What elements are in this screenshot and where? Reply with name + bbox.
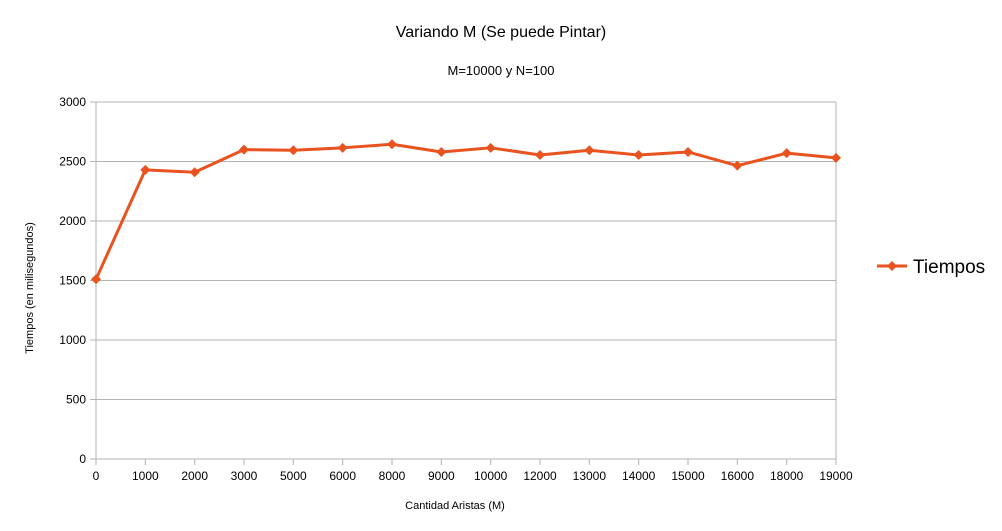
x-tick-label: 0	[93, 469, 100, 483]
data-point	[584, 145, 595, 156]
x-tick-label: 1000	[132, 469, 159, 483]
data-point	[91, 274, 101, 285]
y-tick-label: 3000	[59, 95, 86, 109]
legend-label: Tiempos	[913, 257, 985, 278]
x-tick-label: 8000	[379, 469, 406, 483]
data-point	[288, 145, 299, 156]
x-tick-label: 3000	[231, 469, 258, 483]
x-tick-label: 16000	[721, 469, 755, 483]
data-point	[831, 152, 841, 163]
chart-subtitle: M=10000 y N=100	[448, 63, 555, 78]
data-point	[337, 142, 348, 153]
x-tick-label: 14000	[622, 469, 656, 483]
x-tick-label: 13000	[573, 469, 607, 483]
x-tick-label: 9000	[428, 469, 455, 483]
series-line	[94, 142, 837, 280]
y-tick-label: 1500	[59, 274, 86, 288]
x-tick-label: 12000	[523, 469, 557, 483]
data-point	[633, 149, 644, 160]
x-tick-label: 6000	[329, 469, 356, 483]
axis-layer: 0 500 1000 1500 2000 2500 3000 0 1000 2000 3000 500…	[59, 95, 853, 483]
legend-marker	[887, 261, 897, 271]
data-point	[732, 160, 743, 171]
data-point	[189, 167, 200, 178]
grid-layer	[96, 101, 836, 460]
y-axis-label: Tiempos (en milisegundos)	[24, 222, 36, 354]
data-point	[485, 142, 496, 153]
legend: Tiempos	[877, 257, 985, 278]
y-tick-label: 2000	[59, 214, 86, 228]
x-tick-label: 5000	[280, 469, 307, 483]
x-tick-label: 15000	[671, 469, 705, 483]
series-layer	[91, 139, 841, 285]
y-tick-label: 1000	[59, 333, 86, 347]
data-point	[781, 148, 792, 159]
data-point	[683, 146, 693, 157]
x-tick-label: 2000	[181, 469, 208, 483]
y-tick-label: 2500	[59, 155, 86, 169]
x-tick-label: 19000	[819, 469, 853, 483]
data-point	[239, 144, 249, 155]
y-tick-label: 500	[66, 393, 86, 407]
data-point	[436, 146, 447, 157]
chart-title: Variando M (Se puede Pintar)	[396, 24, 606, 41]
data-point	[535, 149, 545, 160]
data-point	[140, 164, 151, 175]
x-tick-label: 18000	[770, 469, 804, 483]
x-tick-label: 10000	[474, 469, 508, 483]
x-axis-label: Cantidad Aristas (M)	[405, 500, 505, 512]
data-point	[387, 139, 397, 150]
y-tick-label: 0	[79, 452, 86, 466]
